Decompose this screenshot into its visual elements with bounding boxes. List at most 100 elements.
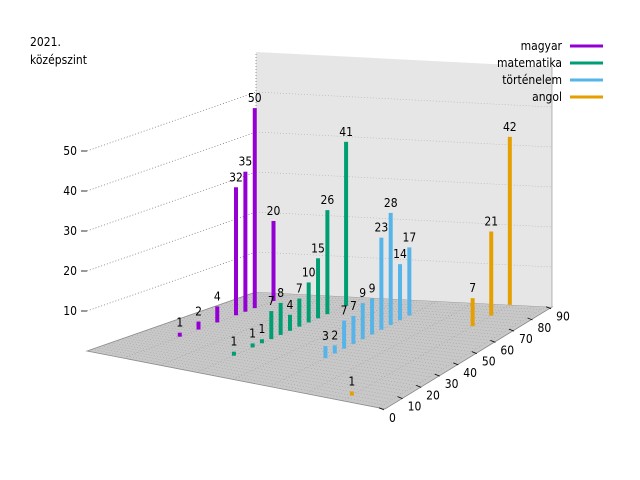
legend-label: angol: [532, 90, 562, 104]
bar: [243, 171, 248, 312]
bar: [360, 303, 365, 340]
bar-data-label: 8: [277, 286, 284, 300]
bar-data-label: 14: [393, 247, 407, 261]
x-tick-label: 40: [463, 366, 477, 380]
bar-data-label: 41: [339, 125, 353, 139]
bar-data-label: 28: [384, 196, 398, 210]
floor-gridline: [232, 299, 402, 380]
bar: [349, 391, 354, 396]
bar-data-label: 26: [321, 193, 335, 207]
bar: [196, 321, 201, 330]
bar-data-label: 9: [359, 286, 366, 300]
bar-data-label: 32: [229, 170, 243, 184]
z-gridline: [255, 211, 553, 228]
bar: [398, 264, 403, 321]
bar-data-label: 1: [176, 316, 183, 330]
floor-gridline: [213, 306, 505, 333]
bar: [344, 141, 349, 306]
bar-data-label: 1: [348, 374, 355, 388]
floor-gridline: [123, 293, 293, 359]
bar: [489, 231, 494, 316]
bar: [231, 351, 236, 356]
bar: [259, 339, 264, 344]
z-tick-label: 30: [63, 224, 77, 238]
x-tick: [378, 407, 385, 411]
bar: [507, 136, 512, 305]
x-tick-label: 0: [389, 411, 396, 425]
floor-gridline: [129, 336, 421, 383]
legend-label: történelem: [502, 73, 562, 87]
floor-gridline: [227, 301, 519, 324]
bar: [379, 237, 384, 330]
x-tick-label: 80: [538, 321, 552, 335]
x-tick-label: 70: [519, 332, 533, 346]
floor-gridline: [246, 295, 537, 313]
floor-gridline: [378, 306, 547, 409]
back-wall: [256, 52, 552, 307]
bar: [325, 210, 330, 315]
bar-data-label: 1: [259, 322, 266, 336]
x-tick: [471, 351, 477, 355]
legend-label: magyar: [521, 39, 563, 53]
floor-gridline: [190, 314, 482, 347]
bar: [388, 212, 393, 325]
bar-data-label: 42: [503, 120, 517, 134]
x-tick: [490, 340, 496, 343]
bar: [271, 220, 276, 301]
floor-gridline: [218, 304, 509, 330]
floor-gridline: [180, 317, 472, 352]
bar: [351, 315, 356, 344]
bar: [297, 298, 302, 327]
x-tick-label: 30: [445, 377, 459, 391]
bar: [316, 258, 321, 319]
floor-gridline: [115, 340, 407, 392]
x-tick: [453, 362, 459, 366]
bar: [278, 302, 283, 335]
floor-gridline: [199, 311, 491, 341]
bar-data-label: 3: [322, 329, 329, 343]
bar: [215, 306, 220, 323]
bar-data-label: 50: [248, 91, 262, 105]
bar: [287, 314, 292, 331]
z-gridline: [255, 171, 553, 188]
bar-data-label: 7: [268, 294, 275, 308]
bar-data-label: 23: [375, 221, 389, 235]
floor-gridline: [143, 331, 435, 375]
bar-data-label: 35: [239, 155, 253, 169]
floor-gridline: [194, 313, 486, 344]
x-tick: [416, 384, 422, 388]
floor-gridline: [241, 296, 533, 316]
chart-title-line: 2021.: [30, 35, 61, 49]
bar: [470, 298, 475, 327]
bar: [407, 247, 412, 316]
bar-data-label: 2: [331, 328, 338, 342]
floor-gridline: [185, 316, 477, 350]
x-tick-label: 10: [408, 400, 422, 414]
floor-gridline: [255, 291, 547, 307]
floor-gridline: [147, 329, 440, 372]
bar-data-label: 9: [369, 281, 376, 295]
bar: [323, 346, 328, 359]
bar-data-label: 17: [402, 230, 416, 244]
bar-data-label: 7: [350, 299, 357, 313]
bar: [370, 298, 375, 335]
floor-gridline: [237, 298, 528, 319]
bar-data-label: 15: [311, 241, 325, 255]
x-tick: [527, 317, 533, 321]
chart-title-line: középszint: [30, 53, 87, 67]
z-gridline: [86, 91, 257, 152]
z-gridline: [255, 91, 553, 108]
floor-gridline: [166, 322, 458, 361]
x-tick-label: 20: [426, 388, 440, 402]
floor-gridline: [171, 321, 463, 358]
x-tick-label: 50: [482, 355, 496, 369]
floor-gridline: [162, 324, 454, 364]
z-tick-label: 20: [63, 264, 77, 278]
x-axis: 0 10 20 30 40 50 60 70 80 90: [378, 306, 570, 425]
